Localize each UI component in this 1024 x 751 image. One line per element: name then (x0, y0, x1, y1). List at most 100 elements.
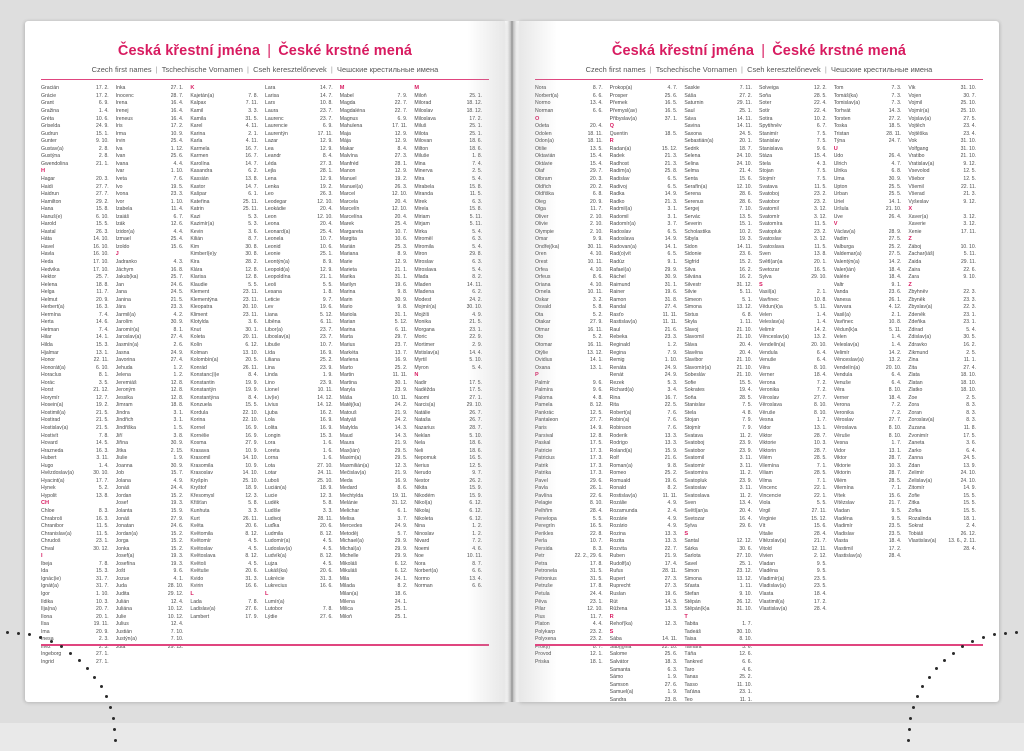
name-entry[interactable]: Rupert 27. 3. (610, 576, 685, 584)
name-entry[interactable]: Vratislav(a) 9. 12. (908, 161, 983, 169)
name-entry[interactable]: Ludivoj 28. 11. (265, 516, 340, 524)
name-entry[interactable]: Milica 25. 1. (340, 606, 415, 614)
name-entry[interactable]: Sidonie 23. 6. (684, 251, 759, 259)
name-entry[interactable]: Lev 19. 6. (265, 304, 340, 312)
name-entry[interactable]: Vadim 27. 5. (834, 236, 909, 244)
name-entry[interactable]: Vavřinec 10. 8. (759, 297, 834, 305)
name-entry[interactable]: Naomi 27. 1. (414, 395, 489, 403)
name-entry[interactable]: Harold 15. 5. (41, 221, 116, 229)
name-entry[interactable]: Milovan 18. 6. (414, 138, 489, 146)
name-entry[interactable]: Lazar 12. 9. (265, 138, 340, 146)
name-entry[interactable]: Mercedes 24. 9. (340, 523, 415, 531)
name-entry[interactable]: Jessika 12. 8. (116, 395, 191, 403)
name-entry[interactable]: Liana 5. 12. (265, 312, 340, 320)
name-entry[interactable]: Ivana 4. 4. (116, 161, 191, 169)
name-entry[interactable]: Katrin 25. 11. (190, 206, 265, 214)
name-entry[interactable]: Omar 9. 9. (535, 236, 610, 244)
name-entry[interactable]: Medard 8. 6. (340, 485, 415, 493)
name-entry[interactable]: Job 15. 7. (116, 470, 191, 478)
name-entry[interactable]: Vlastimil(a) 17. 2. (759, 599, 834, 607)
name-entry[interactable]: Natálie 26. 7. (414, 410, 489, 418)
name-entry[interactable]: Oldřich 20. 2. (535, 184, 610, 192)
name-entry[interactable]: Manuel(a) 26. 3. (340, 184, 415, 192)
name-entry[interactable]: Jozue 4. 1. (116, 576, 191, 584)
name-entry[interactable]: Věruše 8. 10. (759, 410, 834, 418)
name-entry[interactable]: Marcela 20. 4. (340, 199, 415, 207)
name-entry[interactable]: Josef(a) 19. 3. (116, 553, 191, 561)
name-entry[interactable]: Pilar 12. 10. (535, 606, 610, 614)
name-entry[interactable]: Peregrín 16. 5. (535, 523, 610, 531)
name-entry[interactable]: Nikoleta 6. 12. (414, 516, 489, 524)
name-entry[interactable]: Svetozar 16. 4. (684, 516, 759, 524)
name-entry[interactable]: Larisa 14. 7. (265, 93, 340, 101)
name-entry[interactable]: Teo 11. 1. (684, 697, 759, 702)
name-entry[interactable]: Zbyněk 23. 3. (908, 297, 983, 305)
name-entry[interactable]: Sámo 1. 9. (610, 674, 685, 682)
name-entry[interactable]: Vendelín(a) 20. 10. (834, 365, 909, 373)
name-entry[interactable]: Mikuláš 6. 12. (340, 568, 415, 576)
name-entry[interactable]: Vilém 28. 5. (759, 455, 834, 463)
name-entry[interactable]: Rasťo 11. 11. (610, 312, 685, 320)
name-entry[interactable]: Regina 7. 9. (610, 350, 685, 358)
name-entry[interactable]: Persida 8. 3. (535, 546, 610, 554)
name-entry[interactable]: Patricie 17. 3. (535, 448, 610, 456)
name-entry[interactable]: Vsevolod 12. 5. (908, 168, 983, 176)
name-entry[interactable]: Miluš 25. 1. (414, 123, 489, 131)
name-entry[interactable]: Sedrik 18. 7. (684, 146, 759, 154)
name-entry[interactable]: Květoš 4. 5. (190, 561, 265, 569)
name-entry[interactable]: Kazimír(a) 5. 3. (190, 221, 265, 229)
name-entry[interactable]: Ota 5. 2. (535, 312, 610, 320)
name-entry[interactable]: Neli 18. 6. (414, 448, 489, 456)
name-entry[interactable]: Chrabroš 16. 3. (41, 516, 116, 524)
name-entry[interactable]: Ruprecht 27. 3. (610, 583, 685, 591)
name-entry[interactable]: Vendelín(a) 20. 10. (759, 342, 834, 350)
name-entry[interactable]: Ivan 25. 6. (116, 153, 191, 161)
name-entry[interactable]: Lena 12. 9. (265, 176, 340, 184)
name-entry[interactable]: Sven 13. 4. (684, 500, 759, 508)
name-entry[interactable]: Tobiáš 26. 12. (908, 531, 983, 539)
name-entry[interactable]: Jeroným 12. 8. (116, 387, 191, 395)
name-entry[interactable]: Irma 10. 9. (116, 131, 191, 139)
name-entry[interactable]: Kajetán(a) 7. 8. (190, 93, 265, 101)
name-entry[interactable]: Růžena 13. 3. (610, 606, 685, 614)
name-entry[interactable]: Volfgang 31. 10. (908, 146, 983, 154)
name-entry[interactable]: Lea 12. 9. (265, 146, 340, 154)
name-entry[interactable]: Oren 4. 10. (535, 251, 610, 259)
name-entry[interactable]: Jiřina 30. 9. (116, 440, 191, 448)
name-entry[interactable]: Ondřej(ka) 30. 11. (535, 244, 610, 252)
name-entry[interactable]: Stojan 7. 5. (759, 168, 834, 176)
name-entry[interactable]: Hjalmar 13. 1. (41, 350, 116, 358)
name-entry[interactable]: Liboslav(a) 23. 7. (265, 334, 340, 342)
name-entry[interactable]: Radivoj 6. 5. (610, 184, 685, 192)
name-entry[interactable]: Vasil(a) 2. 1. (759, 289, 834, 297)
name-entry[interactable]: Rozário 4. 9. (610, 523, 685, 531)
name-entry[interactable]: Marina 9. 8. (340, 289, 415, 297)
name-entry[interactable]: Gracián 17. 2. (41, 85, 116, 93)
name-entry[interactable]: Vladan 9. 5. (759, 561, 834, 569)
name-entry[interactable]: Hovard 14. 5. (41, 440, 116, 448)
name-entry[interactable]: Viola 5. 5. (759, 500, 834, 508)
name-entry[interactable]: Mariana 8. 9. (340, 251, 415, 259)
name-entry[interactable]: Marcelín 12. 10. (340, 206, 415, 214)
name-entry[interactable]: Žaneta 3. 6. (908, 440, 983, 448)
name-entry[interactable]: Hektor 25. 7. (41, 274, 116, 282)
name-entry[interactable]: Penelopa 5. 5. (535, 516, 610, 524)
name-entry[interactable]: Chranislav(a) 11. 5. (41, 531, 116, 539)
name-entry[interactable]: Servác 13. 5. (684, 214, 759, 222)
name-entry[interactable]: Pavla 26. 1. (535, 485, 610, 493)
name-entry[interactable]: Petula 24. 4. (535, 591, 610, 599)
name-entry[interactable]: Leticie 9. 7. (265, 297, 340, 305)
name-entry[interactable]: Tadeáš 30. 10. (684, 629, 759, 637)
name-entry[interactable]: Křesomysl 12. 3. (190, 493, 265, 501)
name-entry[interactable]: Markéta 13. 7. (340, 350, 415, 358)
name-entry[interactable]: Raimund 31. 1. (610, 282, 685, 290)
name-entry[interactable]: Simeon 5. 1. (684, 297, 759, 305)
name-entry[interactable]: Zuzana 11. 8. (908, 425, 983, 433)
name-entry[interactable]: Magda 22. 7. (340, 100, 415, 108)
name-entry[interactable]: Joanna 30. 9. (116, 463, 191, 471)
name-entry[interactable]: Nadir 17. 5. (414, 380, 489, 388)
name-entry[interactable]: Nora 8. 7. (414, 561, 489, 569)
name-entry[interactable]: Radko 21. 3. (610, 199, 685, 207)
name-entry[interactable]: Noe 10. 11. (414, 553, 489, 561)
name-entry[interactable]: Vladislav 23. 5. (834, 531, 909, 539)
